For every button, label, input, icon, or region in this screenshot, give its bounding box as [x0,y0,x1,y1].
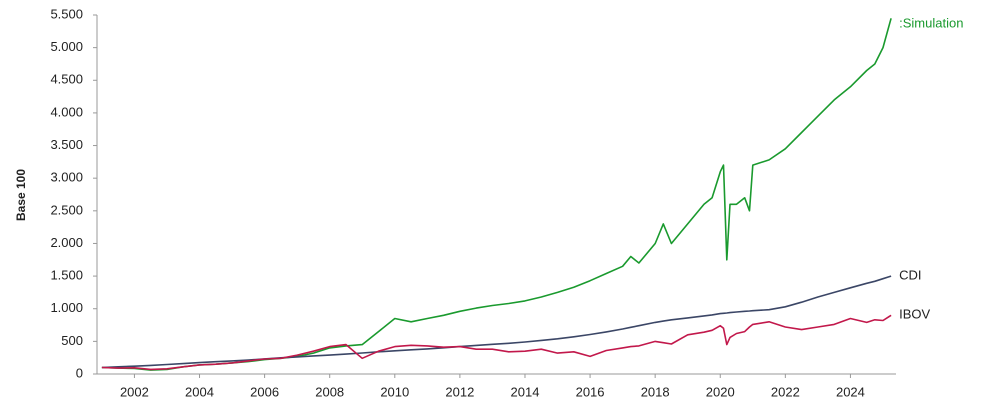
x-tick-label: 2024 [836,384,865,399]
y-tick-label: 5.500 [50,6,83,21]
x-tick-label: 2012 [445,384,474,399]
x-tick-label: 2004 [185,384,214,399]
series-line [101,275,892,369]
x-tick-label: 2022 [771,384,800,399]
y-axis-label: Base 100 [14,169,28,221]
series-label: CDI [899,268,921,283]
y-tick-label: 3.500 [50,137,83,152]
x-tick-label: 2020 [706,384,735,399]
y-tick-label: 2.500 [50,202,83,217]
x-tick-label: 2014 [511,384,540,399]
x-tick-label: 2010 [380,384,409,399]
x-tick-label: 2002 [120,384,149,399]
series-line [101,18,892,371]
series-label: IBOV [899,307,930,322]
y-tick-label: 2.000 [50,235,83,250]
x-tick-label: 2008 [315,384,344,399]
y-tick-label: 500 [61,333,83,348]
x-tick-label: 2006 [250,384,279,399]
x-tick-label: 2016 [576,384,605,399]
y-tick-label: 4.500 [50,72,83,87]
y-tick-label: 1.500 [50,268,83,283]
series-line [101,314,892,371]
y-tick-label: 4.000 [50,104,83,119]
y-tick-label: 3.000 [50,170,83,185]
y-tick-label: 1.000 [50,300,83,315]
series-label: :Simulation [899,16,963,31]
y-tick-label: 5.000 [50,39,83,54]
x-tick-label: 2018 [641,384,670,399]
y-tick-label: 0 [76,365,83,380]
